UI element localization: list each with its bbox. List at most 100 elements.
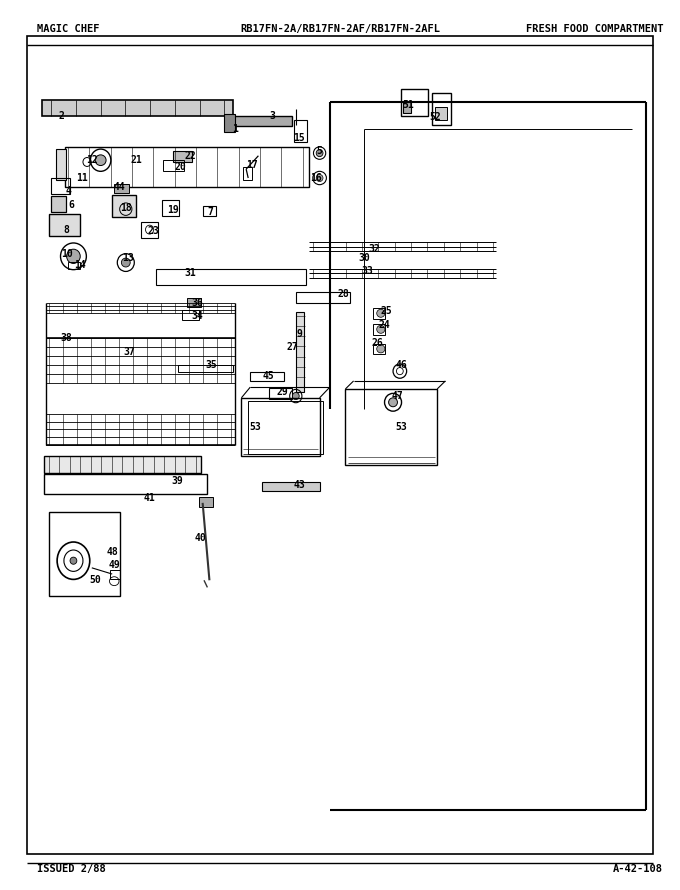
Text: 48: 48 [106, 546, 118, 557]
Ellipse shape [316, 174, 323, 182]
Bar [269, 388, 292, 399]
Text: 36: 36 [191, 297, 203, 308]
Text: 53: 53 [249, 422, 261, 433]
Text: 26: 26 [371, 337, 384, 348]
Bar [162, 200, 179, 216]
Bar [163, 160, 184, 171]
Bar [296, 292, 350, 303]
Text: 3: 3 [269, 110, 275, 121]
Text: 30: 30 [358, 253, 370, 263]
Text: 11: 11 [75, 173, 88, 183]
Bar [156, 269, 306, 285]
Text: 17: 17 [245, 159, 258, 170]
Bar [345, 389, 437, 465]
Ellipse shape [67, 249, 80, 263]
Ellipse shape [95, 155, 106, 166]
Bar [373, 324, 385, 335]
Bar [114, 184, 129, 193]
Text: 15: 15 [293, 133, 305, 143]
Text: 46: 46 [395, 360, 407, 370]
Bar [51, 178, 70, 194]
Bar [401, 89, 428, 116]
Bar [262, 482, 320, 491]
Bar [294, 120, 307, 142]
Bar [141, 222, 158, 238]
Bar [296, 312, 304, 392]
Text: 2: 2 [58, 110, 64, 121]
Text: 52: 52 [429, 112, 441, 123]
Text: 10: 10 [61, 248, 73, 259]
Text: 16: 16 [310, 173, 322, 183]
Text: 41: 41 [143, 493, 156, 504]
Bar [173, 151, 192, 162]
Text: 44: 44 [113, 182, 125, 192]
Text: 33: 33 [361, 266, 373, 277]
Text: 34: 34 [191, 311, 203, 321]
Bar [49, 512, 120, 596]
Text: MAGIC CHEF: MAGIC CHEF [37, 24, 100, 34]
Text: 31: 31 [184, 268, 197, 279]
Bar [373, 344, 385, 354]
Text: 53: 53 [395, 422, 407, 433]
Bar [182, 310, 199, 320]
Text: 49: 49 [108, 560, 120, 570]
Text: 5: 5 [317, 146, 322, 157]
Bar [224, 114, 235, 132]
Text: 14: 14 [74, 260, 86, 271]
Ellipse shape [377, 344, 385, 353]
Ellipse shape [121, 258, 131, 267]
Bar [241, 398, 320, 456]
Text: 13: 13 [122, 253, 134, 263]
Text: ISSUED 2/88: ISSUED 2/88 [37, 864, 106, 874]
Bar [51, 196, 66, 212]
Text: 22: 22 [184, 150, 197, 161]
Ellipse shape [70, 557, 77, 564]
Ellipse shape [292, 392, 299, 400]
Text: 9: 9 [296, 328, 302, 339]
Bar [49, 214, 80, 236]
Text: A-42-108: A-42-108 [613, 864, 663, 874]
Bar [42, 100, 233, 116]
Text: 1: 1 [232, 124, 237, 134]
Ellipse shape [377, 310, 385, 318]
Bar [203, 206, 216, 216]
Text: 43: 43 [293, 480, 305, 490]
Text: 27: 27 [286, 342, 299, 352]
Text: 23: 23 [147, 226, 159, 237]
Text: 7: 7 [208, 206, 214, 217]
Bar [44, 456, 201, 473]
Bar [373, 308, 385, 319]
Text: 50: 50 [89, 575, 101, 586]
Text: 12: 12 [86, 155, 98, 166]
Text: 51: 51 [402, 100, 414, 110]
Bar [187, 298, 201, 307]
Bar [112, 195, 136, 217]
Text: 21: 21 [130, 155, 142, 166]
Ellipse shape [316, 150, 323, 157]
Text: 29: 29 [276, 386, 288, 397]
Bar [243, 167, 252, 180]
Bar [178, 365, 233, 372]
Bar [110, 570, 120, 578]
Text: 35: 35 [205, 360, 217, 370]
Bar [435, 107, 447, 120]
Text: 38: 38 [61, 333, 73, 344]
Ellipse shape [377, 326, 385, 334]
Text: 25: 25 [380, 306, 392, 317]
Text: 37: 37 [123, 346, 135, 357]
Bar [403, 102, 411, 113]
Bar [44, 474, 207, 494]
Bar [250, 372, 284, 381]
Bar [56, 149, 66, 180]
Text: 39: 39 [171, 475, 183, 486]
Text: 8: 8 [64, 224, 69, 235]
Bar [231, 116, 292, 126]
Text: 45: 45 [262, 370, 275, 381]
Text: 32: 32 [368, 244, 380, 255]
Text: 18: 18 [120, 203, 132, 214]
Bar [199, 497, 213, 507]
Text: 4: 4 [65, 186, 71, 197]
Text: 24: 24 [378, 320, 390, 330]
Text: 40: 40 [194, 533, 207, 544]
Bar [432, 93, 451, 125]
